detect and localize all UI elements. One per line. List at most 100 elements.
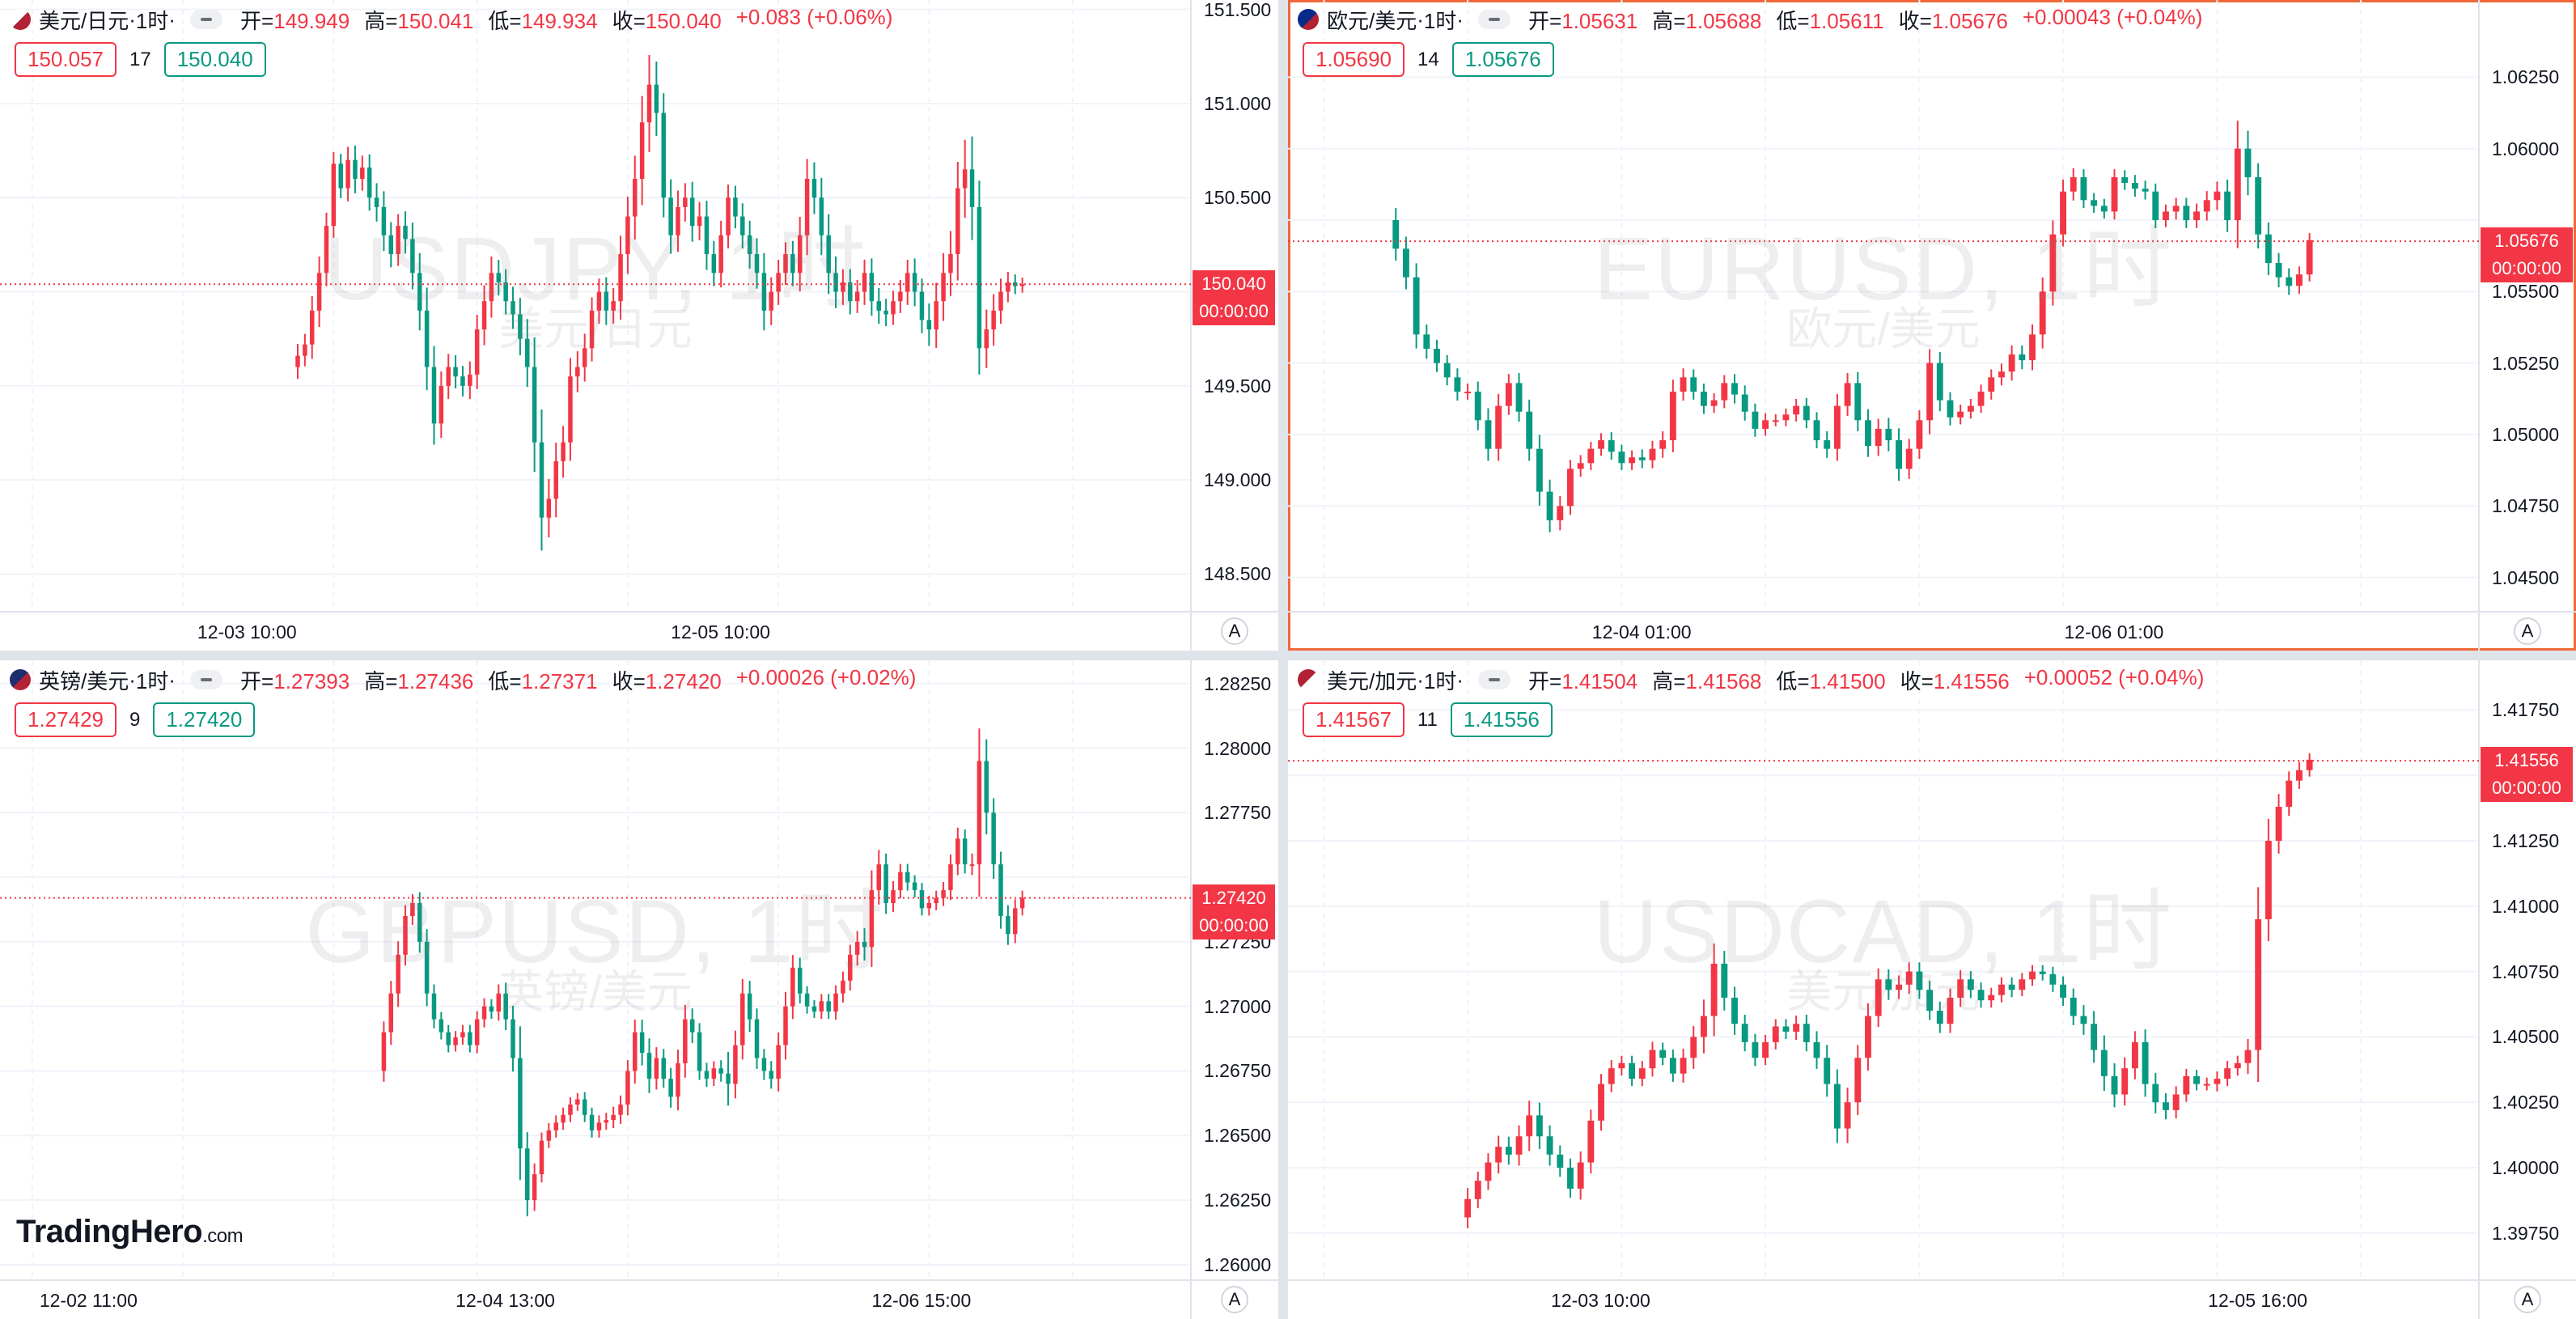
- candle-body: [639, 122, 645, 179]
- candle-body: [410, 903, 415, 916]
- ohlc-open-label: 开=: [240, 668, 274, 693]
- candle-body: [618, 254, 623, 302]
- auto-scale-button[interactable]: A: [2514, 617, 2541, 645]
- ohlc-high-label: 高=: [1652, 8, 1686, 33]
- candle: [848, 944, 853, 991]
- candle-body: [1741, 1024, 1748, 1042]
- symbol-name[interactable]: 英镑/美元: [39, 668, 129, 693]
- candle-body: [790, 254, 795, 274]
- chart-panel-usdjpy[interactable]: USDJPY, 1时 美元/日元 148.500 149.000 149.500 150.…: [0, 0, 1278, 651]
- candle: [1485, 408, 1492, 461]
- candle: [1464, 384, 1472, 400]
- auto-scale-button[interactable]: A: [1221, 1286, 1248, 1313]
- candle-body: [431, 367, 437, 424]
- auto-scale-button[interactable]: A: [1221, 617, 1248, 645]
- candle-body: [883, 864, 888, 904]
- candle: [2193, 1069, 2200, 1091]
- candle-body: [546, 498, 552, 518]
- symbol-name[interactable]: 美元/日元: [39, 8, 129, 33]
- candle: [366, 154, 372, 211]
- candle-body: [639, 1032, 645, 1054]
- candle-body: [962, 169, 968, 189]
- candle-body: [1844, 1102, 1851, 1129]
- legend-menu-button[interactable]: [1478, 670, 1511, 689]
- buy-price-button[interactable]: 150.040: [163, 42, 266, 77]
- candle-body: [1474, 391, 1481, 421]
- candle-body: [1638, 1068, 1646, 1079]
- buy-price-button[interactable]: 1.27420: [153, 702, 256, 737]
- candle-body: [661, 112, 666, 198]
- legend-menu-button[interactable]: [1478, 10, 1511, 29]
- sell-price-button[interactable]: 1.27429: [15, 702, 117, 737]
- symbol-watermark: GBPUSD, 1时: [305, 882, 886, 982]
- buy-price-button[interactable]: 1.41556: [1450, 702, 1553, 737]
- ohlc-open-value: 149.949: [273, 8, 350, 33]
- candle-body: [654, 84, 659, 113]
- candle-body: [1006, 282, 1010, 292]
- candle: [295, 343, 300, 380]
- chart-panel-usdcad[interactable]: USDCAD, 1时 美元/加元 1.39750 1.40000 1.40250 1.40…: [1288, 660, 2576, 1319]
- candle: [1710, 944, 1718, 1037]
- legend-menu-button[interactable]: [190, 10, 223, 29]
- candle-body: [1659, 1050, 1667, 1058]
- candle-body: [1587, 448, 1595, 464]
- candle-body: [1392, 220, 1400, 249]
- candle: [1515, 1125, 1523, 1166]
- chart-svg[interactable]: [1288, 660, 2576, 1319]
- candle: [1967, 971, 1974, 999]
- symbol-name[interactable]: 欧元/美元: [1327, 8, 1417, 33]
- sell-price-button[interactable]: 1.05690: [1303, 42, 1405, 77]
- eu-us-flag: [1298, 9, 1319, 30]
- auto-scale-button[interactable]: A: [2514, 1286, 2541, 1313]
- candle: [1905, 439, 1913, 479]
- candle-body: [977, 761, 982, 865]
- chart-svg[interactable]: [1288, 0, 2576, 651]
- candle: [1515, 373, 1523, 422]
- buy-price-button[interactable]: 1.05676: [1451, 42, 1554, 77]
- candle-body: [2142, 1041, 2149, 1084]
- price-tick-label: 1.40000: [2492, 1157, 2560, 1179]
- candle-body: [1782, 414, 1790, 421]
- candle-body: [2183, 1075, 2190, 1095]
- candle: [1505, 374, 1512, 415]
- candle: [883, 299, 888, 327]
- ohlc-open-value: 1.41504: [1561, 668, 1638, 693]
- candle-body: [1690, 377, 1697, 392]
- candle: [2121, 170, 2129, 190]
- candle-body: [898, 291, 903, 302]
- candle-body: [1598, 440, 1604, 449]
- chart-svg[interactable]: [0, 0, 1278, 651]
- candle: [2295, 761, 2303, 789]
- candle-body: [2091, 200, 2098, 206]
- candle-body: [1423, 334, 1430, 349]
- candle-body: [2275, 263, 2282, 278]
- candle-body: [668, 1079, 673, 1097]
- symbol-name[interactable]: 美元/加元: [1327, 668, 1417, 693]
- candle-body: [776, 1045, 781, 1079]
- chart-panel-gbpusd[interactable]: GBPUSD, 1时 英镑/美元 1.26000 1.26250 1.26500 1.26…: [0, 660, 1278, 1319]
- candle: [596, 278, 602, 324]
- candle-body: [668, 197, 673, 235]
- interval-label: 1时: [1423, 8, 1457, 33]
- candle: [740, 203, 745, 249]
- candle-body: [2060, 984, 2067, 998]
- sell-price-button[interactable]: 150.057: [15, 42, 117, 77]
- candle-body: [2244, 1050, 2252, 1063]
- ohlc-close-label: 收=: [612, 8, 646, 33]
- candle: [689, 1008, 695, 1044]
- candle: [374, 183, 379, 222]
- candle: [1875, 968, 1882, 1028]
- candle-body: [604, 1120, 609, 1123]
- candle: [1782, 408, 1790, 426]
- candle: [1833, 1069, 1841, 1143]
- candle: [711, 240, 717, 286]
- candle: [1988, 369, 1995, 400]
- candle: [525, 1132, 530, 1217]
- sell-price-button[interactable]: 1.41567: [1303, 702, 1405, 737]
- legend-menu-button[interactable]: [190, 670, 223, 689]
- candle: [2214, 181, 2221, 210]
- bar-countdown: 00:00:00: [2492, 778, 2561, 799]
- chart-panel-eurusd[interactable]: EURUSD, 1时 欧元/美元 1.04500 1.04750 1.05000 1.05…: [1288, 0, 2576, 651]
- candle: [2008, 345, 2015, 381]
- candle: [539, 1132, 544, 1183]
